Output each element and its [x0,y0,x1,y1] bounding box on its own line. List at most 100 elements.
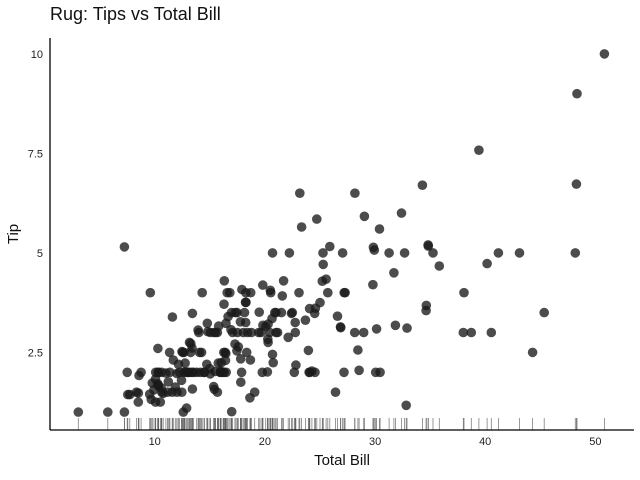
data-point [245,355,256,365]
data-point [167,312,178,322]
data-point [294,287,304,298]
data-point [359,211,370,222]
data-point [265,287,276,298]
data-point [235,354,246,364]
data-point [155,397,166,407]
data-point [179,347,189,358]
data-point [119,407,130,417]
data-point [371,324,382,334]
data-point [272,327,283,338]
x-tick-label: 20 [259,436,271,448]
data-point [196,347,207,358]
data-point [321,274,331,285]
data-point [258,280,268,290]
y-tick-label: 10 [31,49,43,61]
data-point [241,297,251,308]
y-tick-label: 5 [37,248,43,260]
data-point [384,248,394,258]
data-point [289,367,300,378]
data-point [339,367,349,378]
data-point [402,323,412,333]
data-point [187,308,198,319]
data-point [354,365,364,376]
y-tick-label: 7.5 [28,148,43,160]
data-point [232,307,242,318]
data-point [389,268,399,278]
data-point [180,358,190,368]
data-point [493,248,504,258]
rug-layer [77,418,605,430]
data-point [318,259,329,270]
data-point [303,345,314,356]
data-point [325,241,335,252]
data-point [318,248,328,258]
data-point [262,367,273,377]
data-point [145,287,156,298]
data-point [396,208,407,218]
points-layer [73,49,610,417]
data-point [236,367,247,378]
data-point [374,224,385,234]
data-point [368,279,378,290]
data-point [276,307,287,318]
data-point [153,343,163,354]
data-point [349,327,360,338]
data-point [401,400,412,411]
data-point [571,179,582,189]
data-point [267,248,278,258]
data-point [254,307,264,318]
data-point [202,318,213,329]
data-point [219,299,229,310]
data-point [220,355,231,366]
data-point [458,327,469,338]
data-point [459,287,469,298]
data-point [284,248,295,258]
data-point [268,357,279,368]
data-point [283,332,294,343]
data-point [399,248,410,258]
x-tick-label: 30 [369,436,381,448]
data-point [310,367,320,378]
data-point [291,360,301,370]
data-point [212,387,223,398]
data-point [423,241,434,251]
data-point [233,342,244,352]
data-point [315,297,325,308]
data-point [197,287,207,298]
data-point [287,307,298,318]
data-point [421,300,432,311]
data-point [278,276,289,286]
x-tick-label: 40 [479,436,491,448]
data-point [177,387,187,398]
data-point [249,387,260,398]
y-tick-label: 2.5 [28,347,43,359]
data-point [434,261,445,271]
data-point [417,180,428,190]
data-point [245,287,256,298]
data-point [482,258,492,269]
data-point [358,327,369,338]
data-point [133,397,144,407]
data-point [428,248,438,258]
data-point [194,327,204,338]
data-point [527,347,538,358]
data-point [221,348,231,359]
x-axis-label: Total Bill [314,452,370,469]
data-point [219,276,230,286]
data-point [221,367,231,378]
data-point [572,88,582,99]
data-point [350,188,360,198]
x-tick-label: 50 [589,436,601,448]
data-point [246,327,257,338]
data-point [187,343,197,353]
data-point [236,377,246,388]
data-point [466,327,477,338]
data-point [335,322,346,333]
data-point [239,307,250,318]
data-point [486,327,497,338]
data-point [296,222,307,232]
data-point [514,248,525,258]
y-ticks: 2.5 5 7.5 10 [28,49,43,359]
data-point [539,307,549,318]
data-point [337,248,348,258]
